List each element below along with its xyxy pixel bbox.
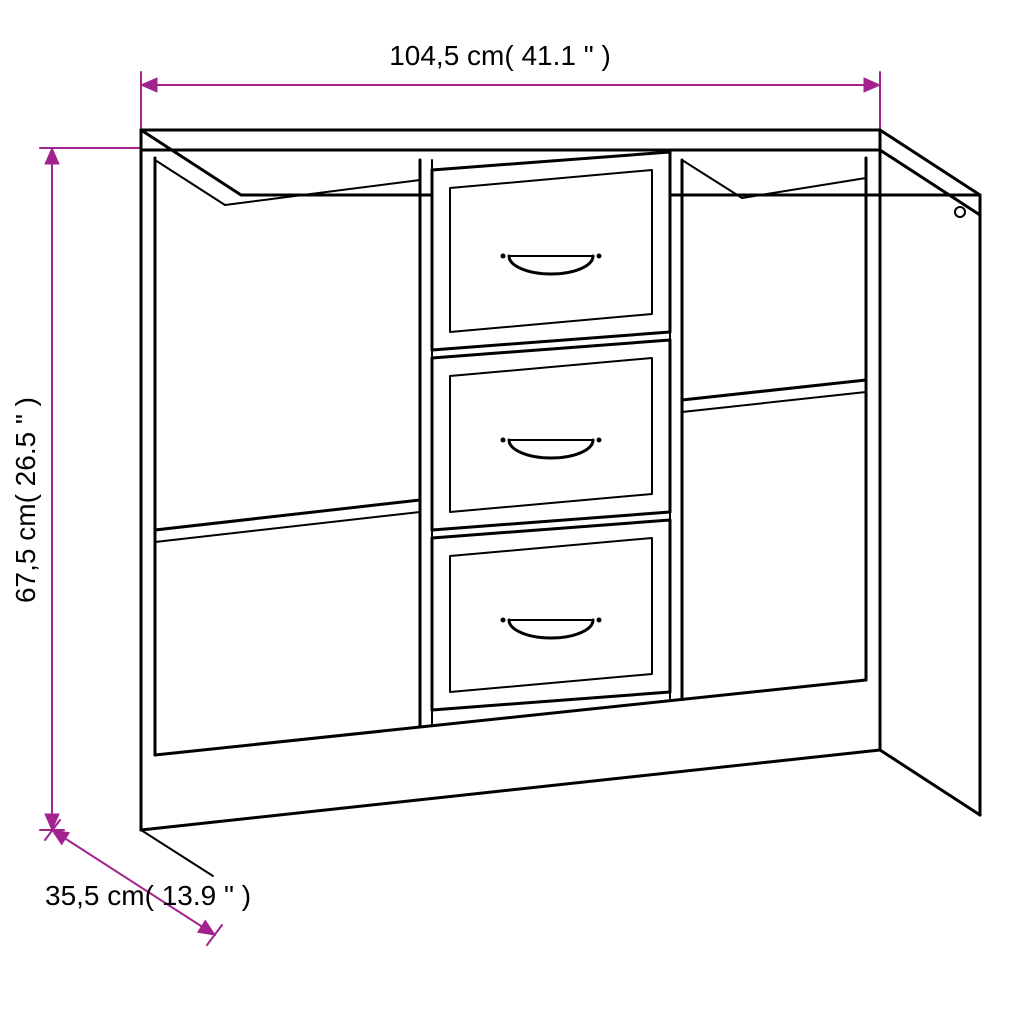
dimension-diagram: 104,5 cm( 41.1 " ) 67,5 cm( 26.5 " ) 35,5 … (0, 0, 1024, 1024)
dim-label-width: 104,5 cm( 41.1 " ) (389, 40, 611, 71)
cable-hole-icon (955, 207, 965, 217)
dim-label-height: 67,5 cm( 26.5 " ) (10, 397, 41, 603)
dim-label-depth: 35,5 cm( 13.9 " ) (45, 880, 251, 911)
